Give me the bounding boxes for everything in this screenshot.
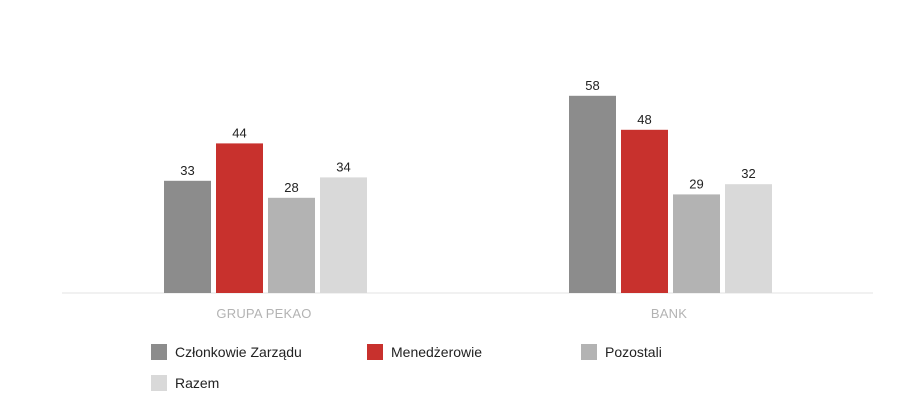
- bar-chart: 33 44 28 34 58 48 29 32: [62, 78, 873, 294]
- legend-item-menedzerowie: Menedżerowie: [367, 343, 482, 361]
- legend-item-czlonkowie-zarzadu: Członkowie Zarządu: [151, 343, 302, 361]
- bar-grupa-pekao-czlonkowie-zarzadu: [164, 180, 211, 293]
- legend-swatch-razem: [151, 375, 167, 391]
- bar-bank-czlonkowie-zarzadu: [569, 95, 616, 293]
- value-label-grupa-pekao-menedzerowie: 44: [232, 125, 246, 140]
- legend-swatch-czlonkowie-zarzadu: [151, 344, 167, 360]
- legend-item-razem: Razem: [151, 374, 219, 392]
- value-labels-group: 33 44 28 34 58 48 29 32: [180, 78, 755, 195]
- value-label-bank-czlonkowie-zarzadu: 58: [585, 78, 599, 93]
- value-label-bank-pozostali: 29: [689, 176, 703, 191]
- legend-label-razem: Razem: [175, 375, 220, 391]
- value-label-grupa-pekao-pozostali: 28: [284, 180, 298, 195]
- bars-group: [164, 95, 772, 293]
- bar-bank-pozostali: [673, 194, 720, 293]
- category-label-bank: BANK: [650, 306, 688, 321]
- legend-label-czlonkowie-zarzadu: Członkowie Zarządu: [175, 344, 302, 360]
- legend-label-pozostali: Pozostali: [605, 344, 662, 360]
- legend-item-pozostali: Pozostali: [581, 343, 662, 361]
- legend-label-menedzerowie: Menedżerowie: [391, 344, 483, 360]
- value-label-grupa-pekao-czlonkowie-zarzadu: 33: [180, 163, 194, 178]
- bar-bank-razem: [725, 184, 772, 293]
- category-label-grupa-pekao: GRUPA PEKAO: [216, 306, 312, 321]
- bar-bank-menedzerowie: [621, 129, 668, 293]
- legend-swatch-pozostali: [581, 344, 597, 360]
- bar-grupa-pekao-razem: [320, 177, 367, 293]
- value-label-bank-menedzerowie: 48: [637, 112, 651, 127]
- value-label-bank-razem: 32: [741, 166, 755, 181]
- bar-grupa-pekao-menedzerowie: [216, 143, 263, 293]
- value-label-grupa-pekao-razem: 34: [336, 159, 350, 174]
- bar-grupa-pekao-pozostali: [268, 197, 315, 293]
- legend-swatch-menedzerowie: [367, 344, 383, 360]
